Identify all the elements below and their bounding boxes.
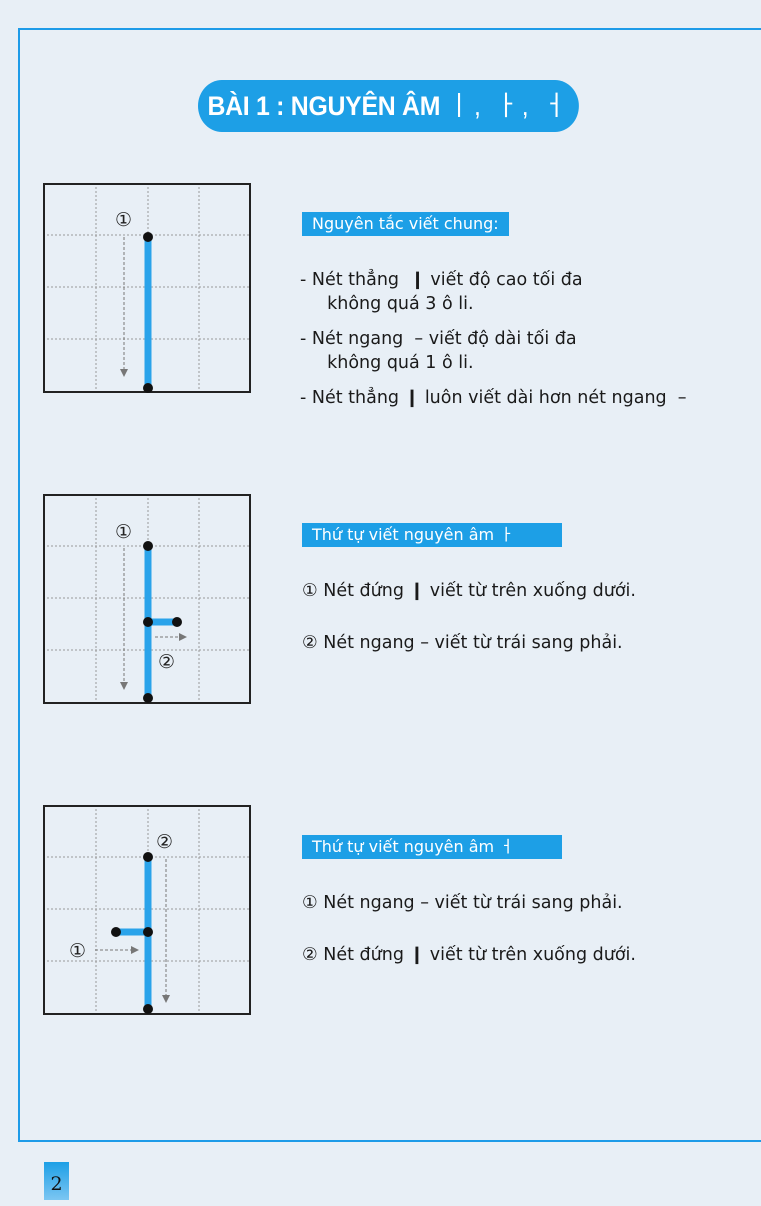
rule-line: - Nét thẳng ❙ luôn viết dài hơn nét ngan… xyxy=(300,388,687,408)
svg-text:①: ① xyxy=(69,940,86,962)
page-number: 2 xyxy=(44,1162,69,1200)
section-label: Nguyên tắc viết chung: xyxy=(302,212,509,236)
title-text: BÀI 1 : NGUYÊN ÂM xyxy=(207,91,441,121)
step-line: ② Nét ngang – viết từ trái sang phải. xyxy=(302,633,623,653)
section-label: Thứ tự viết nguyên âm ㅏ xyxy=(302,523,562,547)
lesson-title: BÀI 1 : NGUYÊN ÂM ㅣ, ㅏ, ㅓ xyxy=(198,80,579,132)
stroke-grid-1: ① xyxy=(43,183,251,393)
section-label: Thứ tự viết nguyên âm ㅓ xyxy=(302,835,562,859)
page-frame xyxy=(18,28,761,1142)
svg-text:①: ① xyxy=(115,521,132,543)
svg-text:②: ② xyxy=(156,831,173,853)
stroke-grid-3: ② ① xyxy=(43,805,251,1015)
rule-line: không quá 1 ô li. xyxy=(316,353,474,373)
rule-line: - Nét thẳng ❙ viết độ cao tối đa xyxy=(300,270,583,290)
svg-text:②: ② xyxy=(158,651,175,673)
step-line: ② Nét đứng ❙ viết từ trên xuống dưới. xyxy=(302,945,636,965)
step-line: ① Nét đứng ❙ viết từ trên xuống dưới. xyxy=(302,581,636,601)
step-line: ① Nét ngang – viết từ trái sang phải. xyxy=(302,893,623,913)
stroke-grid-2: ① ② xyxy=(43,494,251,704)
rule-line: không quá 3 ô li. xyxy=(316,294,474,314)
rule-line: - Nét ngang – viết độ dài tối đa xyxy=(300,329,577,349)
grid-mark: ① xyxy=(115,209,132,231)
title-vowels: ㅣ, ㅏ, ㅓ xyxy=(447,91,570,121)
